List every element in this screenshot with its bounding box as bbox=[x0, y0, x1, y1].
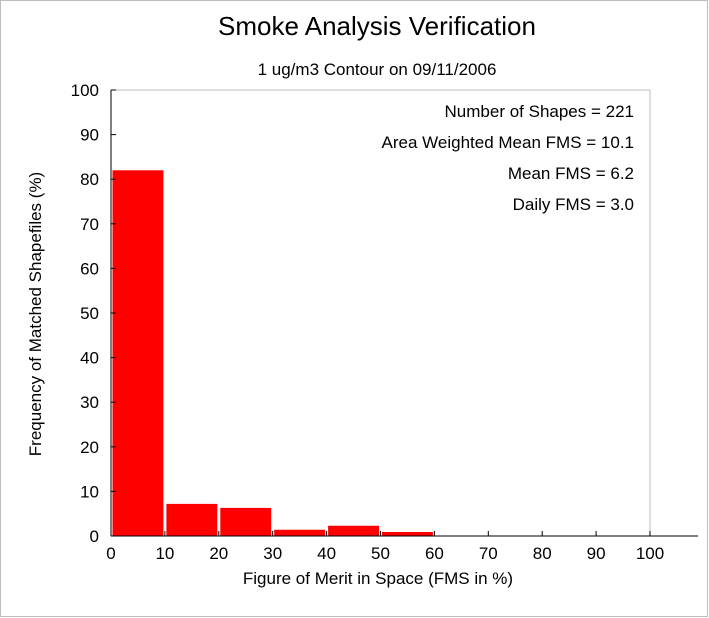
y-tick-label: 10 bbox=[80, 482, 99, 501]
x-tick-label: 100 bbox=[636, 544, 664, 563]
x-tick-label: 90 bbox=[587, 544, 606, 563]
x-tick-label: 30 bbox=[263, 544, 282, 563]
y-tick-label: 0 bbox=[90, 527, 99, 546]
x-tick-label: 0 bbox=[106, 544, 115, 563]
x-tick-label: 70 bbox=[479, 544, 498, 563]
x-tick-label: 40 bbox=[317, 544, 336, 563]
stat-line: Number of Shapes = 221 bbox=[445, 102, 634, 121]
y-tick-label: 90 bbox=[80, 126, 99, 145]
stat-line: Area Weighted Mean FMS = 10.1 bbox=[382, 133, 634, 152]
y-tick-label: 20 bbox=[80, 438, 99, 457]
x-ticks-group: 0 10 20 30 40 50 60 70 80 90 100 bbox=[106, 531, 664, 563]
bar-10-20 bbox=[166, 503, 218, 536]
bar-40-50 bbox=[328, 525, 379, 536]
y-tick-label: 30 bbox=[80, 393, 99, 412]
y-ticks-group: 0 10 20 30 40 50 60 70 80 90 100 bbox=[71, 81, 116, 546]
x-axis-label: Figure of Merit in Space (FMS in %) bbox=[243, 569, 513, 588]
y-tick-label: 40 bbox=[80, 349, 99, 368]
bar-20-30 bbox=[220, 507, 272, 536]
y-tick-label: 50 bbox=[80, 304, 99, 323]
x-tick-label: 80 bbox=[533, 544, 552, 563]
y-tick-label: 60 bbox=[80, 259, 99, 278]
chart-subtitle: 1 ug/m3 Contour on 09/11/2006 bbox=[258, 60, 497, 79]
x-tick-label: 50 bbox=[371, 544, 390, 563]
stats-box: Number of Shapes = 221 Area Weighted Mean… bbox=[382, 102, 634, 214]
y-tick-label: 100 bbox=[71, 81, 99, 100]
x-tick-label: 20 bbox=[209, 544, 228, 563]
x-tick-label: 60 bbox=[425, 544, 444, 563]
bar-0-10 bbox=[112, 170, 164, 536]
plot-area bbox=[110, 89, 651, 537]
bar-50-60 bbox=[382, 531, 433, 536]
bar-30-40 bbox=[274, 529, 326, 536]
stat-line: Mean FMS = 6.2 bbox=[508, 164, 634, 183]
x-tick-label: 10 bbox=[155, 544, 174, 563]
y-tick-label: 80 bbox=[80, 170, 99, 189]
chart-title: Smoke Analysis Verification bbox=[218, 11, 536, 41]
y-axis-label: Frequency of Matched Shapefiles (%) bbox=[26, 172, 45, 456]
stat-line: Daily FMS = 3.0 bbox=[513, 195, 634, 214]
y-tick-label: 70 bbox=[80, 215, 99, 234]
